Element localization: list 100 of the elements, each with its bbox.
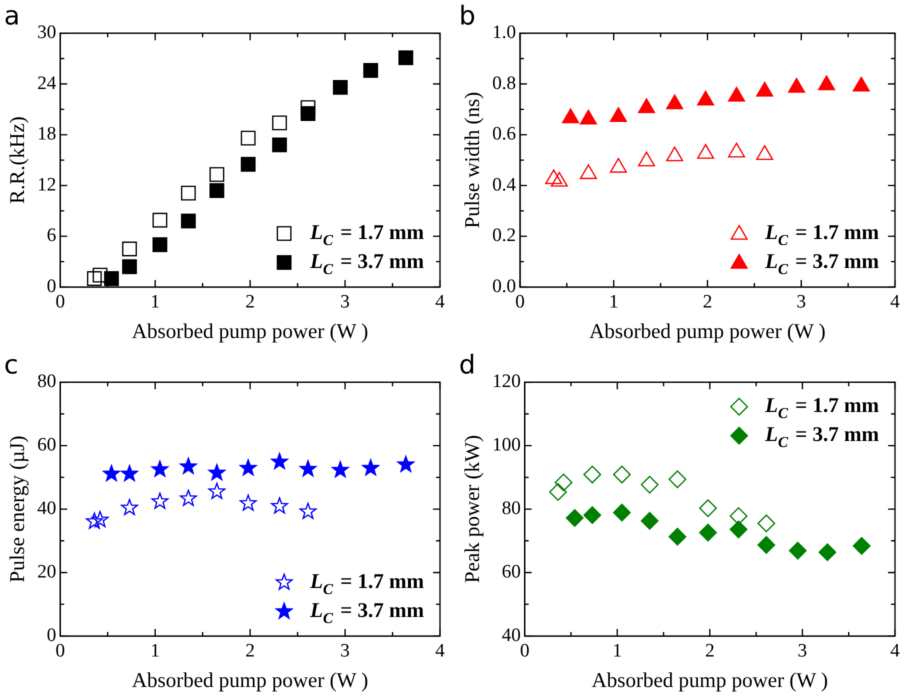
y-tick-label: 80 xyxy=(37,371,56,392)
point xyxy=(757,536,776,554)
x-tick-label: 4 xyxy=(890,291,900,312)
x-tick-label: 2 xyxy=(245,291,255,312)
x-tick-label: 3 xyxy=(340,291,350,312)
y-tick-label: 12 xyxy=(37,174,56,196)
y-tick-label: 60 xyxy=(37,434,56,456)
y-tick-label: 100 xyxy=(492,434,521,456)
point xyxy=(86,512,103,529)
point xyxy=(818,543,836,562)
point xyxy=(151,492,168,509)
point xyxy=(332,80,348,95)
point xyxy=(818,75,836,90)
point xyxy=(122,242,137,256)
point xyxy=(728,86,746,102)
point xyxy=(666,146,684,162)
point xyxy=(180,490,197,506)
y-axis-title: Peak power (kW) xyxy=(460,435,484,584)
chart-title: d xyxy=(459,350,476,380)
point xyxy=(756,145,774,160)
y-axis-title: R.R.(kHz) xyxy=(5,116,30,204)
point xyxy=(697,144,714,159)
point xyxy=(398,50,414,66)
point xyxy=(152,237,168,252)
point xyxy=(300,502,317,519)
x-tick-label: 2 xyxy=(245,640,255,662)
point xyxy=(699,524,717,542)
point xyxy=(788,78,806,93)
y-tick-label: 40 xyxy=(37,498,56,520)
y-tick-label: 24 xyxy=(37,72,57,94)
point xyxy=(757,514,776,532)
y-axis-title: Pulse width (ns) xyxy=(460,92,484,228)
point xyxy=(92,510,109,528)
chart-title: a xyxy=(4,1,20,32)
point xyxy=(92,268,108,283)
point xyxy=(852,537,871,555)
y-tick-label: 40 xyxy=(502,624,521,646)
y-tick-label: 60 xyxy=(502,562,521,583)
point xyxy=(121,464,138,482)
y-tick-label: 80 xyxy=(502,498,521,520)
x-axis-title: Absorbed pump power (W ) xyxy=(132,318,368,343)
point xyxy=(209,183,224,198)
point xyxy=(180,214,196,228)
x-axis-title: Absorbed pump power (W ) xyxy=(132,668,368,692)
point xyxy=(610,158,627,173)
point xyxy=(300,460,317,476)
y-tick-label: 20 xyxy=(37,562,56,583)
point xyxy=(271,497,288,514)
point xyxy=(730,520,748,538)
point xyxy=(122,259,137,274)
point xyxy=(104,271,119,286)
point xyxy=(272,137,287,152)
x-axis-title: Absorbed pump power (W ) xyxy=(589,318,826,343)
point xyxy=(566,509,584,527)
point xyxy=(332,461,349,478)
chart-title: c xyxy=(4,350,18,380)
x-tick-label: 3 xyxy=(340,640,350,662)
point xyxy=(102,464,120,482)
y-tick-label: 30 xyxy=(37,22,56,44)
point xyxy=(180,458,197,474)
point xyxy=(730,507,748,525)
x-tick-label: 2 xyxy=(705,640,715,662)
point xyxy=(240,130,256,146)
point xyxy=(583,506,602,524)
chart-title: b xyxy=(459,1,476,32)
point xyxy=(300,106,316,121)
point xyxy=(640,512,659,530)
point xyxy=(86,271,102,286)
point xyxy=(362,459,380,476)
point xyxy=(697,90,714,106)
y-tick-label: 6 xyxy=(46,225,56,246)
point xyxy=(152,212,168,228)
point xyxy=(151,460,168,477)
point xyxy=(209,167,224,182)
point xyxy=(549,483,567,501)
y-tick-label: 18 xyxy=(37,124,56,145)
point xyxy=(554,474,572,492)
point xyxy=(668,528,686,546)
point xyxy=(580,110,597,124)
point xyxy=(788,542,807,560)
point xyxy=(208,464,226,480)
point xyxy=(240,494,257,511)
point xyxy=(699,499,717,518)
x-tick-label: 3 xyxy=(796,291,806,312)
point xyxy=(728,142,746,158)
point xyxy=(580,164,597,180)
y-tick-label: 0.2 xyxy=(492,225,516,246)
x-tick-label: 4 xyxy=(890,640,900,662)
point xyxy=(240,459,257,476)
point xyxy=(363,63,378,78)
x-axis-title: Absorbed pump power (W ) xyxy=(592,668,828,692)
point xyxy=(545,169,562,184)
point xyxy=(666,94,684,110)
y-tick-label: 120 xyxy=(492,371,521,392)
point xyxy=(668,470,686,488)
y-tick-label: 0.4 xyxy=(492,174,516,196)
point xyxy=(756,82,774,97)
x-tick-label: 2 xyxy=(702,291,712,312)
point xyxy=(852,76,870,92)
point xyxy=(550,172,568,187)
